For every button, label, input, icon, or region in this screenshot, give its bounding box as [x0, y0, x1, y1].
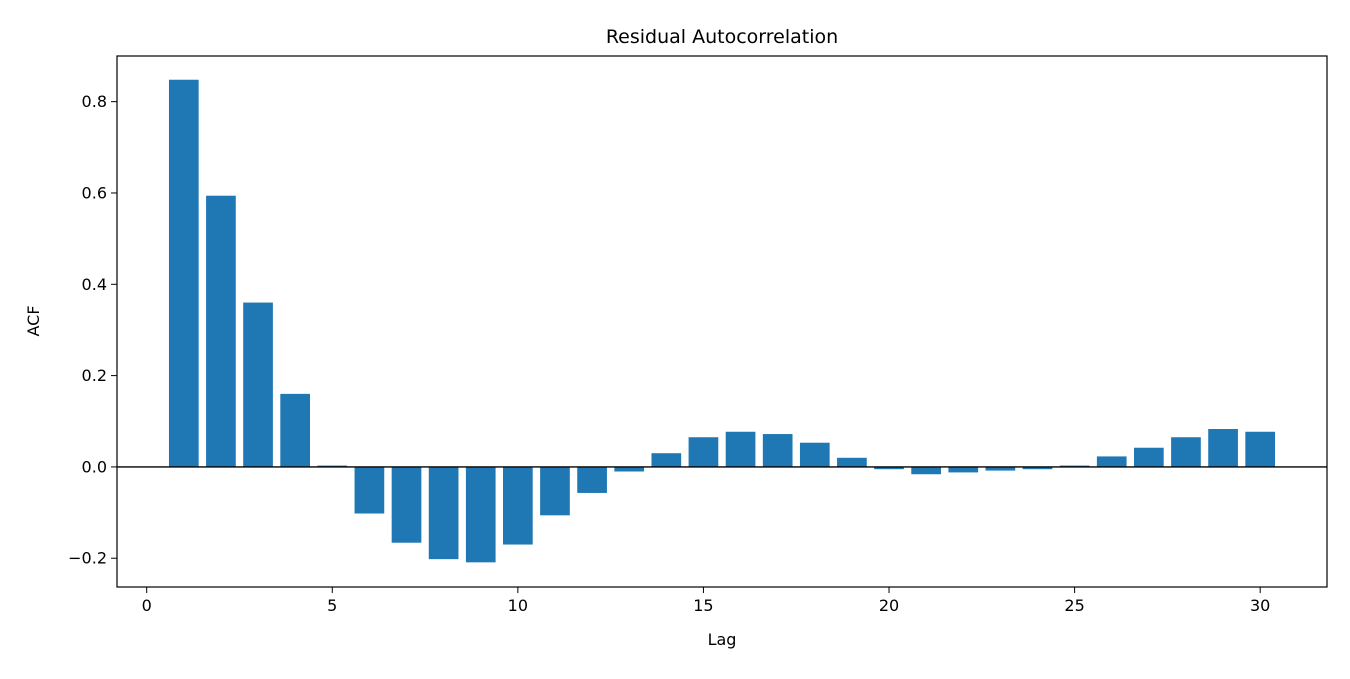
acf-bar-lag-29 — [1208, 429, 1238, 467]
acf-bar-lag-26 — [1096, 456, 1127, 467]
acf-bar-lag-30 — [1245, 431, 1276, 467]
y-tick-label: 0.0 — [82, 457, 107, 476]
acf-bar-lag-24 — [1022, 466, 1053, 470]
bars-layer — [168, 79, 1276, 563]
acf-bar-lag-16 — [725, 431, 756, 467]
x-tick-label: 25 — [1064, 596, 1084, 615]
y-tick-label: 0.2 — [82, 366, 107, 385]
acf-bar-lag-4 — [280, 393, 310, 467]
x-tick-label: 15 — [693, 596, 713, 615]
y-axis-label: ACF — [24, 305, 43, 336]
acf-bar-lag-28 — [1171, 437, 1201, 467]
acf-bar-lag-2 — [206, 195, 236, 467]
acf-bar-lag-12 — [577, 466, 607, 493]
acf-bar-lag-17 — [762, 434, 793, 467]
acf-bar-lag-11 — [540, 466, 570, 516]
acf-bar-lag-18 — [799, 442, 830, 467]
acf-bar-lag-20 — [874, 466, 904, 470]
acf-bar-lag-27 — [1133, 447, 1164, 467]
acf-bar-lag-8 — [428, 466, 459, 560]
acf-bar-lag-23 — [985, 466, 1016, 471]
x-tick-label: 5 — [327, 596, 337, 615]
plot-frame — [116, 55, 1328, 588]
x-tick-label: 20 — [879, 596, 899, 615]
acf-bar-lag-3 — [243, 302, 273, 467]
x-tick-label: 0 — [142, 596, 152, 615]
acf-bar-lag-6 — [354, 466, 385, 514]
acf-bar-lag-21 — [911, 466, 941, 475]
acf-bar-lag-7 — [391, 466, 422, 543]
y-tick-label: 0.6 — [82, 183, 107, 202]
x-tick-label: 30 — [1250, 596, 1270, 615]
acf-bar-lag-10 — [503, 466, 533, 545]
acf-bar-lag-14 — [651, 453, 682, 467]
acf-bar-lag-15 — [688, 437, 719, 467]
y-axis-ticks: −0.2 0.0 0.2 0.4 0.6 0.8 — [68, 92, 117, 568]
acf-bar-lag-13 — [614, 466, 645, 472]
x-axis-ticks: 0 5 10 15 20 25 30 — [142, 587, 1270, 615]
y-tick-label: 0.4 — [82, 275, 107, 294]
acf-bar-lag-22 — [948, 466, 979, 473]
acf-bar-lag-1 — [168, 79, 199, 467]
y-tick-label: 0.8 — [82, 92, 107, 111]
y-tick-label: −0.2 — [68, 549, 107, 568]
x-axis-label: Lag — [708, 630, 737, 649]
chart-title: Residual Autocorrelation — [606, 26, 838, 48]
x-tick-label: 10 — [508, 596, 528, 615]
acf-bar-lag-9 — [465, 466, 496, 563]
acf-bar-lag-19 — [837, 457, 867, 467]
